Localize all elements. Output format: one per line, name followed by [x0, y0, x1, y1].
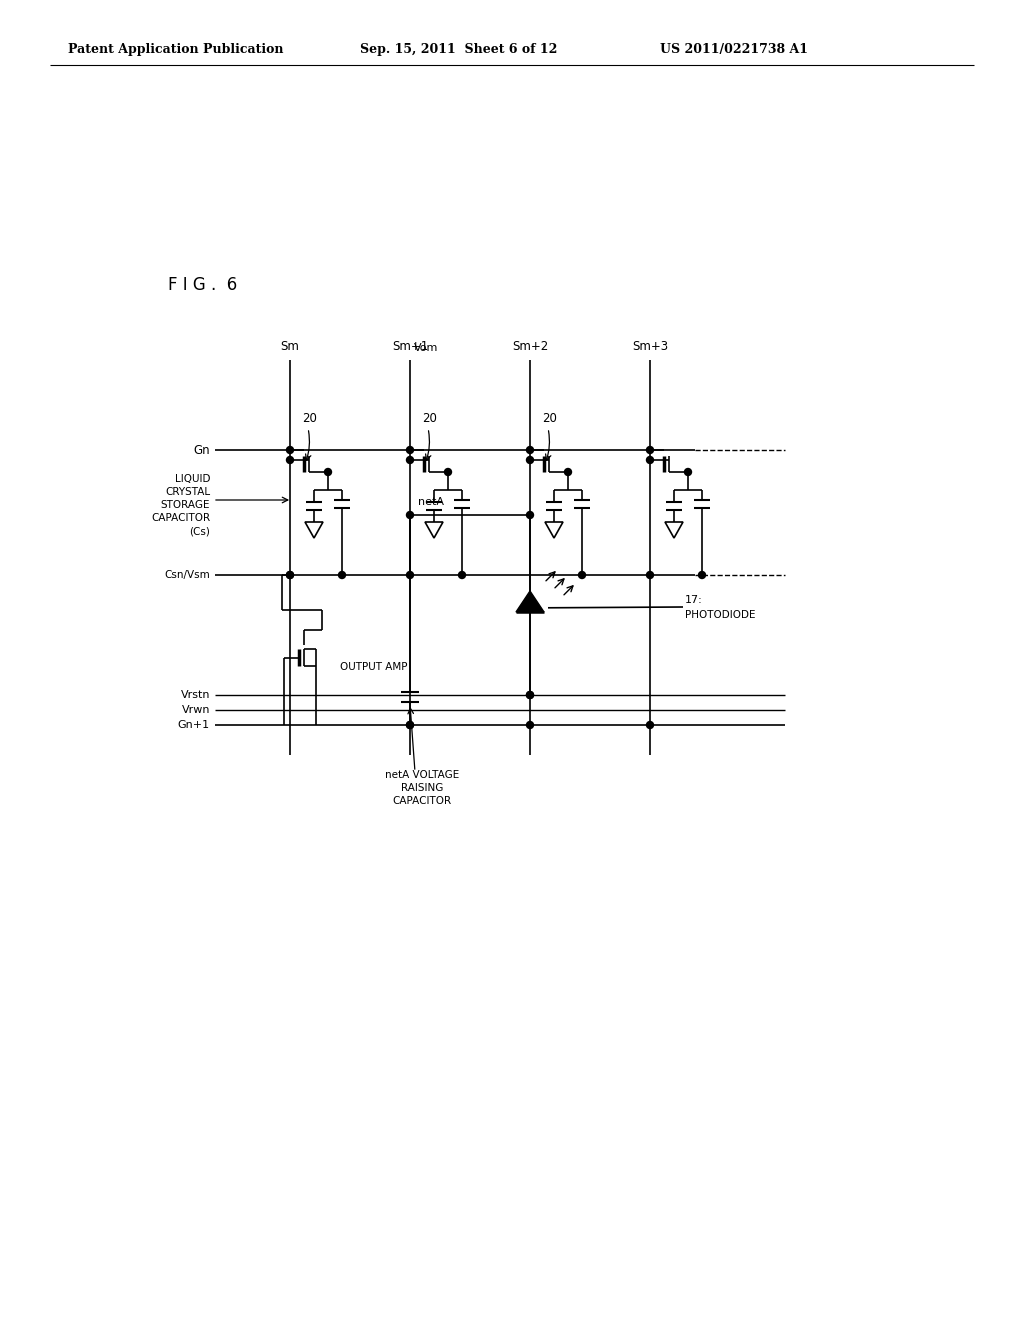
- Circle shape: [444, 469, 452, 475]
- Circle shape: [407, 446, 414, 454]
- Text: Vom: Vom: [414, 343, 438, 352]
- Circle shape: [579, 572, 586, 578]
- Text: netA: netA: [418, 498, 444, 507]
- Polygon shape: [516, 591, 544, 612]
- Text: PHOTODIODE: PHOTODIODE: [685, 610, 756, 620]
- Text: 20: 20: [302, 412, 317, 425]
- Circle shape: [407, 457, 414, 463]
- Text: Gn: Gn: [194, 444, 210, 457]
- Text: Sm: Sm: [281, 341, 299, 352]
- Text: Sm+3: Sm+3: [632, 341, 668, 352]
- Text: Patent Application Publication: Patent Application Publication: [68, 44, 284, 57]
- Circle shape: [646, 446, 653, 454]
- Circle shape: [526, 511, 534, 519]
- Text: OUTPUT AMP: OUTPUT AMP: [340, 663, 408, 672]
- Circle shape: [526, 692, 534, 698]
- Circle shape: [526, 722, 534, 729]
- Text: netA VOLTAGE
RAISING
CAPACITOR: netA VOLTAGE RAISING CAPACITOR: [385, 770, 459, 807]
- Circle shape: [339, 572, 345, 578]
- Circle shape: [407, 722, 414, 729]
- Text: Sm+2: Sm+2: [512, 341, 548, 352]
- Circle shape: [646, 722, 653, 729]
- Text: Sep. 15, 2011  Sheet 6 of 12: Sep. 15, 2011 Sheet 6 of 12: [360, 44, 557, 57]
- Circle shape: [407, 722, 414, 729]
- Text: 17:: 17:: [685, 595, 702, 605]
- Text: F I G .  6: F I G . 6: [168, 276, 238, 294]
- Circle shape: [526, 457, 534, 463]
- Circle shape: [407, 572, 414, 578]
- Text: US 2011/0221738 A1: US 2011/0221738 A1: [660, 44, 808, 57]
- Circle shape: [526, 446, 534, 454]
- Text: Gn+1: Gn+1: [178, 719, 210, 730]
- Circle shape: [684, 469, 691, 475]
- Text: Vrwn: Vrwn: [181, 705, 210, 715]
- Circle shape: [287, 572, 294, 578]
- Circle shape: [526, 692, 534, 698]
- Circle shape: [287, 446, 294, 454]
- Text: 20: 20: [423, 412, 437, 425]
- Circle shape: [646, 457, 653, 463]
- Text: Vrstn: Vrstn: [180, 690, 210, 700]
- Text: Sm+1: Sm+1: [392, 341, 428, 352]
- Circle shape: [459, 572, 466, 578]
- Text: LIQUID
CRYSTAL
STORAGE
CAPACITOR
(Cs): LIQUID CRYSTAL STORAGE CAPACITOR (Cs): [151, 474, 210, 536]
- Circle shape: [564, 469, 571, 475]
- Text: Csn/Vsm: Csn/Vsm: [164, 570, 210, 579]
- Circle shape: [407, 511, 414, 519]
- Circle shape: [287, 457, 294, 463]
- Circle shape: [646, 572, 653, 578]
- Circle shape: [325, 469, 332, 475]
- Circle shape: [287, 572, 294, 578]
- Circle shape: [698, 572, 706, 578]
- Text: 20: 20: [543, 412, 557, 425]
